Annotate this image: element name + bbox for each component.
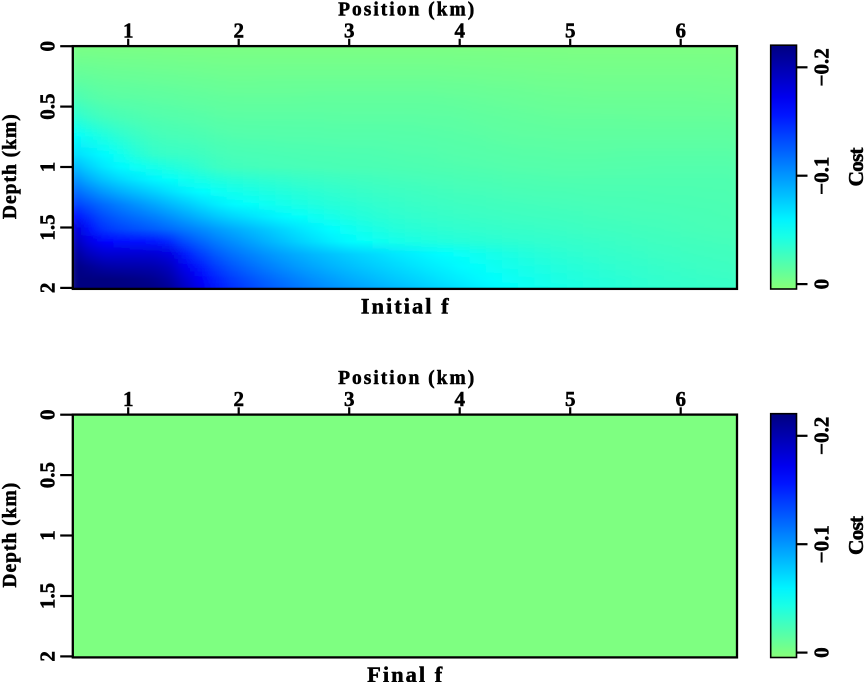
svg-text:1.5: 1.5	[36, 583, 60, 609]
svg-text:1: 1	[36, 162, 60, 173]
svg-text:−0.2: −0.2	[810, 417, 834, 455]
svg-text:4: 4	[454, 19, 465, 43]
svg-text:−0.2: −0.2	[810, 48, 834, 86]
svg-text:−0.1: −0.1	[810, 157, 834, 195]
svg-text:2: 2	[36, 651, 60, 662]
svg-text:2: 2	[233, 19, 244, 43]
svg-text:1: 1	[36, 530, 60, 541]
svg-text:Final f: Final f	[367, 662, 444, 682]
svg-text:0.5: 0.5	[36, 462, 60, 488]
svg-text:5: 5	[565, 387, 576, 411]
svg-text:2: 2	[36, 283, 60, 294]
svg-text:Cost: Cost	[844, 147, 865, 187]
svg-text:1: 1	[123, 19, 134, 43]
svg-text:Depth (km): Depth (km)	[0, 113, 21, 219]
svg-text:−0.1: −0.1	[810, 525, 834, 563]
svg-text:3: 3	[344, 19, 355, 43]
svg-text:2: 2	[233, 387, 244, 411]
svg-text:0: 0	[36, 41, 60, 52]
svg-text:1.5: 1.5	[36, 214, 60, 240]
svg-text:0: 0	[36, 409, 60, 420]
svg-text:5: 5	[565, 19, 576, 43]
svg-text:3: 3	[344, 387, 355, 411]
svg-text:Cost: Cost	[844, 515, 865, 555]
svg-text:6: 6	[675, 387, 686, 411]
svg-text:1: 1	[123, 387, 134, 411]
svg-text:Position (km): Position (km)	[338, 0, 476, 21]
svg-text:0.5: 0.5	[36, 93, 60, 119]
svg-text:0: 0	[810, 647, 834, 658]
svg-text:Initial f: Initial f	[361, 293, 451, 318]
svg-text:4: 4	[454, 387, 465, 411]
svg-text:Depth (km): Depth (km)	[0, 482, 21, 588]
svg-text:0: 0	[810, 279, 834, 290]
svg-text:6: 6	[675, 19, 686, 43]
svg-text:Position (km): Position (km)	[338, 368, 476, 389]
